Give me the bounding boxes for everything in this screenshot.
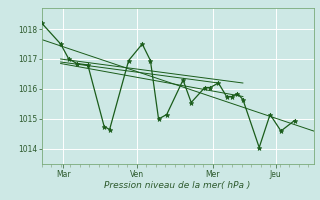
X-axis label: Pression niveau de la mer( hPa ): Pression niveau de la mer( hPa ) bbox=[104, 181, 251, 190]
